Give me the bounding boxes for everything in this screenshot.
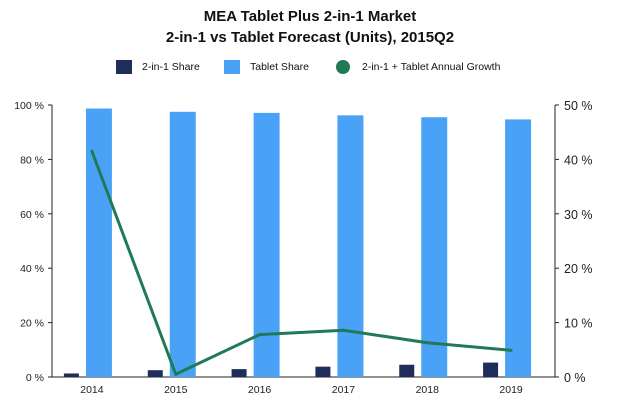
bar-2in1-share-2017 (315, 366, 331, 377)
y-right-tick-label: 20 % (564, 262, 593, 276)
y-left-tick-label: 40 % (20, 263, 44, 275)
bar-tablet-share-2017 (337, 115, 364, 377)
bar-tablet-share-2018 (421, 117, 448, 378)
legend-label-tablet: Tablet Share (250, 61, 309, 73)
legend: 2-in-1 Share Tablet Share 2-in-1 + Table… (0, 60, 620, 78)
legend-swatch-growth (336, 60, 350, 74)
legend-swatch-2in1 (116, 60, 132, 74)
point-annual-growth-2015 (174, 372, 178, 376)
bar-2in1-share-2015 (147, 370, 163, 377)
bar-tablet-share-2015 (169, 111, 196, 378)
bar-2in1-share-2019 (483, 362, 499, 377)
bar-tablet-share-2016 (253, 112, 280, 377)
y-left-tick-label: 20 % (20, 318, 44, 330)
x-tick-label-2017: 2017 (332, 384, 356, 396)
x-tick-label-2014: 2014 (80, 384, 104, 396)
point-annual-growth-2014 (90, 149, 94, 153)
x-tick-label-2016: 2016 (248, 384, 272, 396)
line-annual-growth (90, 150, 512, 376)
legend-item-annual-growth: 2-in-1 + Tablet Annual Growth (336, 60, 500, 74)
y-left-tick-label: 80 % (20, 154, 44, 166)
bar-2in1-share-2018 (399, 364, 415, 377)
y-right-tick-label: 10 % (564, 317, 593, 331)
bar-tablet-share-2014 (85, 108, 112, 377)
bar-2in1-share-2014 (63, 373, 79, 377)
bar-tablet-share-2019 (505, 119, 532, 377)
x-tick-label-2015: 2015 (164, 384, 188, 396)
x-tick-label-2018: 2018 (416, 384, 440, 396)
y-right-tick-label: 0 % (564, 371, 586, 385)
y-right-tick-label: 50 % (564, 99, 593, 113)
bar-2in1-share-2016 (231, 369, 247, 377)
legend-swatch-tablet (224, 60, 240, 74)
legend-item-tablet-share: Tablet Share (224, 60, 309, 74)
point-annual-growth-2018 (425, 341, 429, 345)
chart-subtitle: 2-in-1 vs Tablet Forecast (Units), 2015Q… (165, 29, 455, 46)
legend-item-2in1-share: 2-in-1 Share (116, 60, 200, 74)
y-left-tick-label: 100 % (14, 100, 44, 112)
point-annual-growth-2019 (509, 348, 513, 352)
point-annual-growth-2017 (341, 328, 345, 332)
y-left-tick-label: 0 % (26, 372, 44, 384)
x-tick-label-2019: 2019 (499, 384, 523, 396)
y-left-tick-label: 60 % (20, 209, 44, 221)
chart-title: MEA Tablet Plus 2-in-1 Market (203, 8, 417, 25)
legend-label-2in1: 2-in-1 Share (142, 61, 200, 73)
point-annual-growth-2016 (258, 333, 262, 337)
legend-label-growth: 2-in-1 + Tablet Annual Growth (362, 61, 501, 73)
y-right-tick-label: 30 % (564, 208, 593, 222)
y-right-tick-label: 40 % (564, 153, 593, 167)
